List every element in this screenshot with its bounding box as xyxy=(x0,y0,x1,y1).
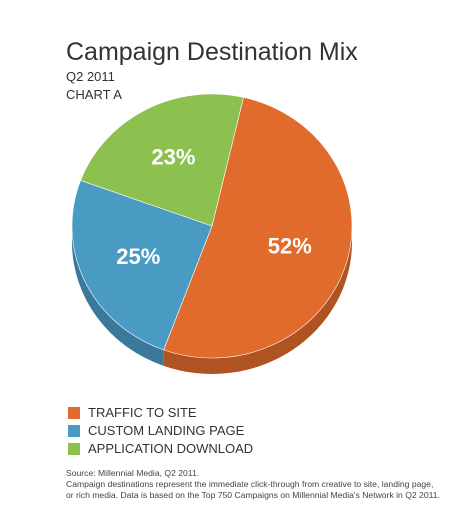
pie-slice-application-download xyxy=(80,93,244,227)
chart-subtitle-secondary: CHART A xyxy=(66,87,122,102)
legend-label-custom-landing-page: CUSTOM LANDING PAGE xyxy=(88,423,245,438)
pie-slice-traffic-to-site xyxy=(163,97,353,359)
chart-title: Campaign Destination Mix xyxy=(66,38,358,66)
legend-label-application-download: APPLICATION DOWNLOAD xyxy=(88,441,254,456)
chart-footnote: Source: Millennial Media, Q2 2011. Campa… xyxy=(66,468,461,501)
pie-label-traffic-to-site: 52% xyxy=(268,234,312,259)
legend-item-application-download: APPLICATION DOWNLOAD xyxy=(68,440,253,457)
chart-legend: TRAFFIC TO SITE CUSTOM LANDING PAGE APPL… xyxy=(68,404,253,458)
legend-item-custom-landing-page: CUSTOM LANDING PAGE xyxy=(68,422,253,439)
pie-side-custom-landing-page xyxy=(72,226,164,366)
chart-subtitle: Q2 2011 xyxy=(66,69,115,84)
legend-label-traffic-to-site: TRAFFIC TO SITE xyxy=(88,405,197,420)
pie-label-custom-landing-page: 25% xyxy=(116,244,160,269)
pie-side-traffic-to-site xyxy=(163,226,352,375)
legend-swatch-application-download xyxy=(68,442,80,455)
legend-item-traffic-to-site: TRAFFIC TO SITE xyxy=(68,404,253,421)
footnote-description-line2: or rich media. Data is based on the Top … xyxy=(66,490,440,500)
footnote-description-line1: Campaign destinations represent the imme… xyxy=(66,479,434,489)
pie-slice-custom-landing-page xyxy=(71,180,213,351)
legend-swatch-custom-landing-page xyxy=(68,424,80,437)
footnote-source: Source: Millennial Media, Q2 2011. xyxy=(66,468,200,478)
legend-swatch-traffic-to-site xyxy=(68,406,80,419)
pie-label-application-download: 23% xyxy=(151,144,195,169)
